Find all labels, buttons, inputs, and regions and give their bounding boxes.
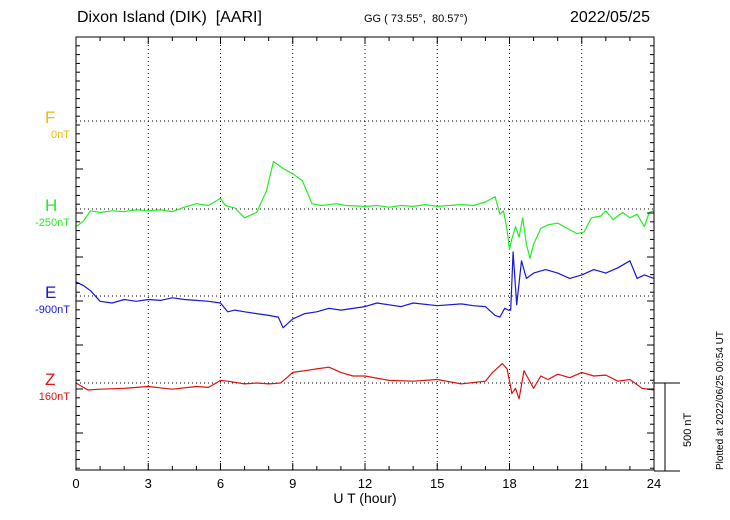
scale-bar-label: 500 nT xyxy=(682,412,694,447)
baseline-label-f: 0nT xyxy=(51,129,70,141)
x-tick-label: 15 xyxy=(430,476,444,491)
component-label-h: H xyxy=(45,196,58,215)
x-tick-label: 0 xyxy=(72,476,79,491)
series-layer xyxy=(75,160,655,400)
date-label: 2022/05/25 xyxy=(570,9,651,26)
axes: 0 3 6 9 12 15 18 21 24 xyxy=(72,36,680,491)
x-tick-label: 12 xyxy=(358,476,372,491)
plotted-timestamp: Plotted at 2022/06/25 00:54 UT xyxy=(715,331,726,470)
series-line-h xyxy=(75,160,655,259)
component-label-z: Z xyxy=(45,370,56,389)
x-tick-label: 6 xyxy=(217,476,224,491)
component-label-f: F xyxy=(45,108,56,127)
component-label-e: E xyxy=(45,283,57,302)
grid xyxy=(76,37,654,470)
series-line-e xyxy=(75,251,655,329)
baseline-label-z: 160nT xyxy=(38,391,70,403)
x-tick-label: 18 xyxy=(502,476,516,491)
station-title: Dixon Island (DIK) [AARI] xyxy=(77,9,262,26)
x-tick-label: 24 xyxy=(647,476,661,491)
x-axis-label: U T (hour) xyxy=(333,490,397,506)
coordinates-label: GG ( 73.55°, 80.57°) xyxy=(364,13,468,25)
x-tick-label: 21 xyxy=(575,476,589,491)
series-line-z xyxy=(75,363,655,400)
x-tick-label: 3 xyxy=(145,476,152,491)
baseline-label-h: -250nT xyxy=(35,217,70,229)
baseline-label-e: -900nT xyxy=(35,304,70,316)
x-tick-label: 9 xyxy=(289,476,296,491)
